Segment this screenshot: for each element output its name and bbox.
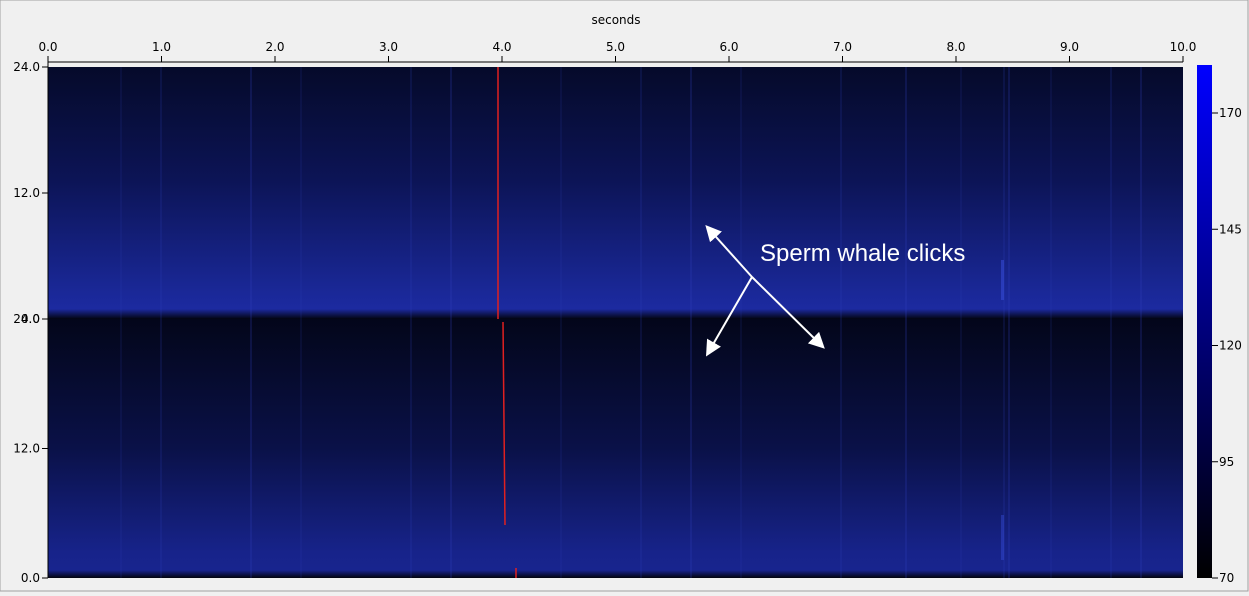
- streak: [1140, 67, 1142, 578]
- colorbar-tick-label: 70: [1219, 571, 1234, 585]
- colorbar-tick-label: 145: [1219, 222, 1242, 236]
- y-tick-label: 24.0: [13, 60, 40, 74]
- streak: [1050, 67, 1052, 578]
- streak: [1001, 515, 1004, 560]
- page: {"window": { "x_axis_title": "seconds", …: [0, 0, 1249, 592]
- streak: [740, 67, 742, 578]
- streak: [1001, 260, 1004, 300]
- annotation: Sperm whale clicks: [760, 240, 965, 267]
- streak: [960, 67, 962, 578]
- x-tick-label: 9.0: [1060, 40, 1079, 54]
- channel-1-spectrogram: [48, 67, 1183, 319]
- x-tick-label: 5.0: [606, 40, 625, 54]
- streak: [840, 67, 842, 578]
- x-tick-label: 10.0: [1170, 40, 1197, 54]
- channel-2-spectrogram: [48, 319, 1183, 578]
- streak: [640, 67, 642, 578]
- y-tick-label: 12.0: [13, 186, 40, 200]
- x-tick-label: 7.0: [833, 40, 852, 54]
- colorbar-tick-label: 170: [1219, 106, 1242, 120]
- x-tick-label: 6.0: [719, 40, 738, 54]
- streak: [450, 67, 452, 578]
- streak: [1003, 67, 1005, 578]
- streak: [690, 67, 692, 578]
- streak: [560, 67, 562, 578]
- x-axis-title: seconds: [591, 13, 640, 27]
- x-tick-label: 8.0: [946, 40, 965, 54]
- streak: [300, 67, 302, 578]
- spectrogram-window: seconds Sperm whale clicks 0.0 1.0 2.0 3.0 4…: [0, 0, 1249, 592]
- streak: [1008, 67, 1010, 578]
- y-tick-label: 12.0: [13, 442, 40, 456]
- streak: [120, 67, 122, 578]
- x-tick-label: 1.0: [152, 40, 171, 54]
- streak: [1110, 67, 1112, 578]
- streak: [160, 67, 162, 578]
- y-tick-label: 0.0: [21, 571, 40, 585]
- colorbar-tick-label: 120: [1219, 339, 1242, 353]
- streak: [905, 67, 907, 578]
- streak: [250, 67, 252, 578]
- x-tick-label: 4.0: [492, 40, 511, 54]
- x-tick-label: 2.0: [265, 40, 284, 54]
- streak: [410, 67, 412, 578]
- x-tick-label: 3.0: [379, 40, 398, 54]
- x-tick-label: 0.0: [38, 40, 57, 54]
- colorbar-tick-label: 95: [1219, 455, 1234, 469]
- colorbar: [1197, 65, 1212, 578]
- y-tick-label: 24.0: [13, 312, 40, 326]
